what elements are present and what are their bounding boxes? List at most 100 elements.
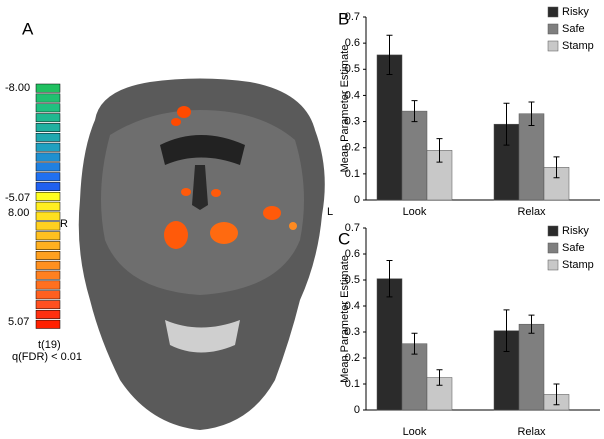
legend-swatch xyxy=(547,242,559,254)
colorbar-cell xyxy=(35,172,61,182)
activation xyxy=(164,221,188,249)
colorbar-label: 8.00 xyxy=(8,207,29,219)
error-bar xyxy=(553,156,560,179)
y-tick-label: 0.1 xyxy=(345,378,360,390)
y-tick-label: 0.4 xyxy=(345,300,360,312)
colorbar-cell xyxy=(35,251,61,260)
y-tick-label: 0.3 xyxy=(345,115,360,127)
legend-label: Safe xyxy=(562,23,585,35)
legend-label: Safe xyxy=(562,242,585,254)
activation xyxy=(181,188,191,196)
colorbar-cell xyxy=(35,310,61,319)
legend-swatch xyxy=(547,259,559,271)
error-bar xyxy=(411,332,418,355)
legend-swatch xyxy=(547,40,559,52)
x-tick-label: Relax xyxy=(517,206,546,218)
error-bar xyxy=(386,260,393,298)
ventricle xyxy=(192,165,208,210)
y-tick-label: 0.3 xyxy=(345,326,360,338)
bar xyxy=(518,323,545,411)
panel-label: B xyxy=(338,9,349,28)
y-tick-label: 0 xyxy=(354,404,360,416)
y-tick-label: 0.6 xyxy=(345,248,360,260)
error-bar xyxy=(553,383,560,406)
activation xyxy=(263,206,281,220)
x-tick-label: Look xyxy=(403,206,427,218)
colorbar-cell xyxy=(35,280,61,290)
colorbar-cell xyxy=(35,319,61,329)
legend-swatch xyxy=(547,23,559,35)
y-tick-label: 0.2 xyxy=(345,352,360,364)
panel-label: C xyxy=(338,229,350,248)
y-axis-label: Mean Parameter Estimate xyxy=(339,255,351,383)
y-tick-label: 0.5 xyxy=(345,63,360,75)
legend-label: Stamp xyxy=(562,259,594,271)
y-axis-label: Mean Parameter Estimate xyxy=(339,45,351,173)
y-tick-label: 0.4 xyxy=(345,89,360,101)
colorbar-label: -8.00 xyxy=(5,82,30,94)
error-bar xyxy=(386,34,393,76)
error-bar xyxy=(528,101,535,126)
panel-label: A xyxy=(22,19,34,38)
threshold-label: q(FDR) < 0.01 xyxy=(12,351,82,363)
brain-image xyxy=(78,78,325,430)
error-bar xyxy=(436,138,443,163)
colorbar-cell xyxy=(35,142,61,152)
bar xyxy=(401,343,428,411)
y-tick-label: 0.5 xyxy=(345,274,360,286)
colorbar-cell xyxy=(35,221,61,231)
error-bar xyxy=(411,100,418,123)
legend-label: Risky xyxy=(562,6,589,18)
error-bar xyxy=(436,369,443,386)
ventricle xyxy=(160,135,245,165)
colorbar-cell xyxy=(35,113,61,123)
colorbar-cell xyxy=(35,211,61,221)
colorbar-cell xyxy=(35,191,61,201)
bar xyxy=(376,278,403,411)
colorbar-label: -5.07 xyxy=(5,192,30,204)
x-tick-label: Look xyxy=(403,426,427,438)
colorbar-cell xyxy=(35,83,61,93)
legend-swatch xyxy=(547,6,559,18)
activation xyxy=(177,106,191,118)
side-label: R xyxy=(60,218,68,230)
activation xyxy=(210,222,238,244)
activation xyxy=(211,189,221,197)
bar xyxy=(376,54,403,201)
x-tick-label: Relax xyxy=(517,426,546,438)
colorbar-cell xyxy=(35,152,61,162)
colorbar-cell xyxy=(35,123,61,132)
colorbar-cell xyxy=(35,241,61,251)
colorbar xyxy=(35,83,61,329)
colorbar-cell xyxy=(35,132,61,142)
error-bar xyxy=(528,314,535,334)
stat-label: t(19) xyxy=(38,339,61,351)
y-tick-label: 0.7 xyxy=(345,222,360,234)
legend-swatch xyxy=(547,225,559,237)
colorbar-cell xyxy=(35,290,61,300)
colorbar-cell xyxy=(35,300,61,310)
colorbar-cell xyxy=(35,270,61,280)
y-tick-label: 0.1 xyxy=(345,168,360,180)
bar xyxy=(518,113,545,201)
error-bar xyxy=(503,102,510,146)
colorbar-cell xyxy=(35,201,61,211)
error-bar xyxy=(503,309,510,352)
activation xyxy=(171,118,181,126)
colorbar-cell xyxy=(35,260,61,270)
colorbar-cell xyxy=(35,93,61,103)
legend-label: Risky xyxy=(562,225,589,237)
activation xyxy=(289,222,297,230)
colorbar-cell xyxy=(35,182,61,191)
y-tick-label: 0.6 xyxy=(345,37,360,49)
bone xyxy=(165,320,240,353)
legend-label: Stamp xyxy=(562,40,594,52)
y-tick-label: 0.2 xyxy=(345,142,360,154)
y-tick-label: 0.7 xyxy=(345,11,360,23)
bar xyxy=(401,110,428,201)
y-tick-label: 0 xyxy=(354,194,360,206)
colorbar-cell xyxy=(35,231,61,241)
side-label: L xyxy=(327,206,333,218)
colorbar-cell xyxy=(35,162,61,172)
